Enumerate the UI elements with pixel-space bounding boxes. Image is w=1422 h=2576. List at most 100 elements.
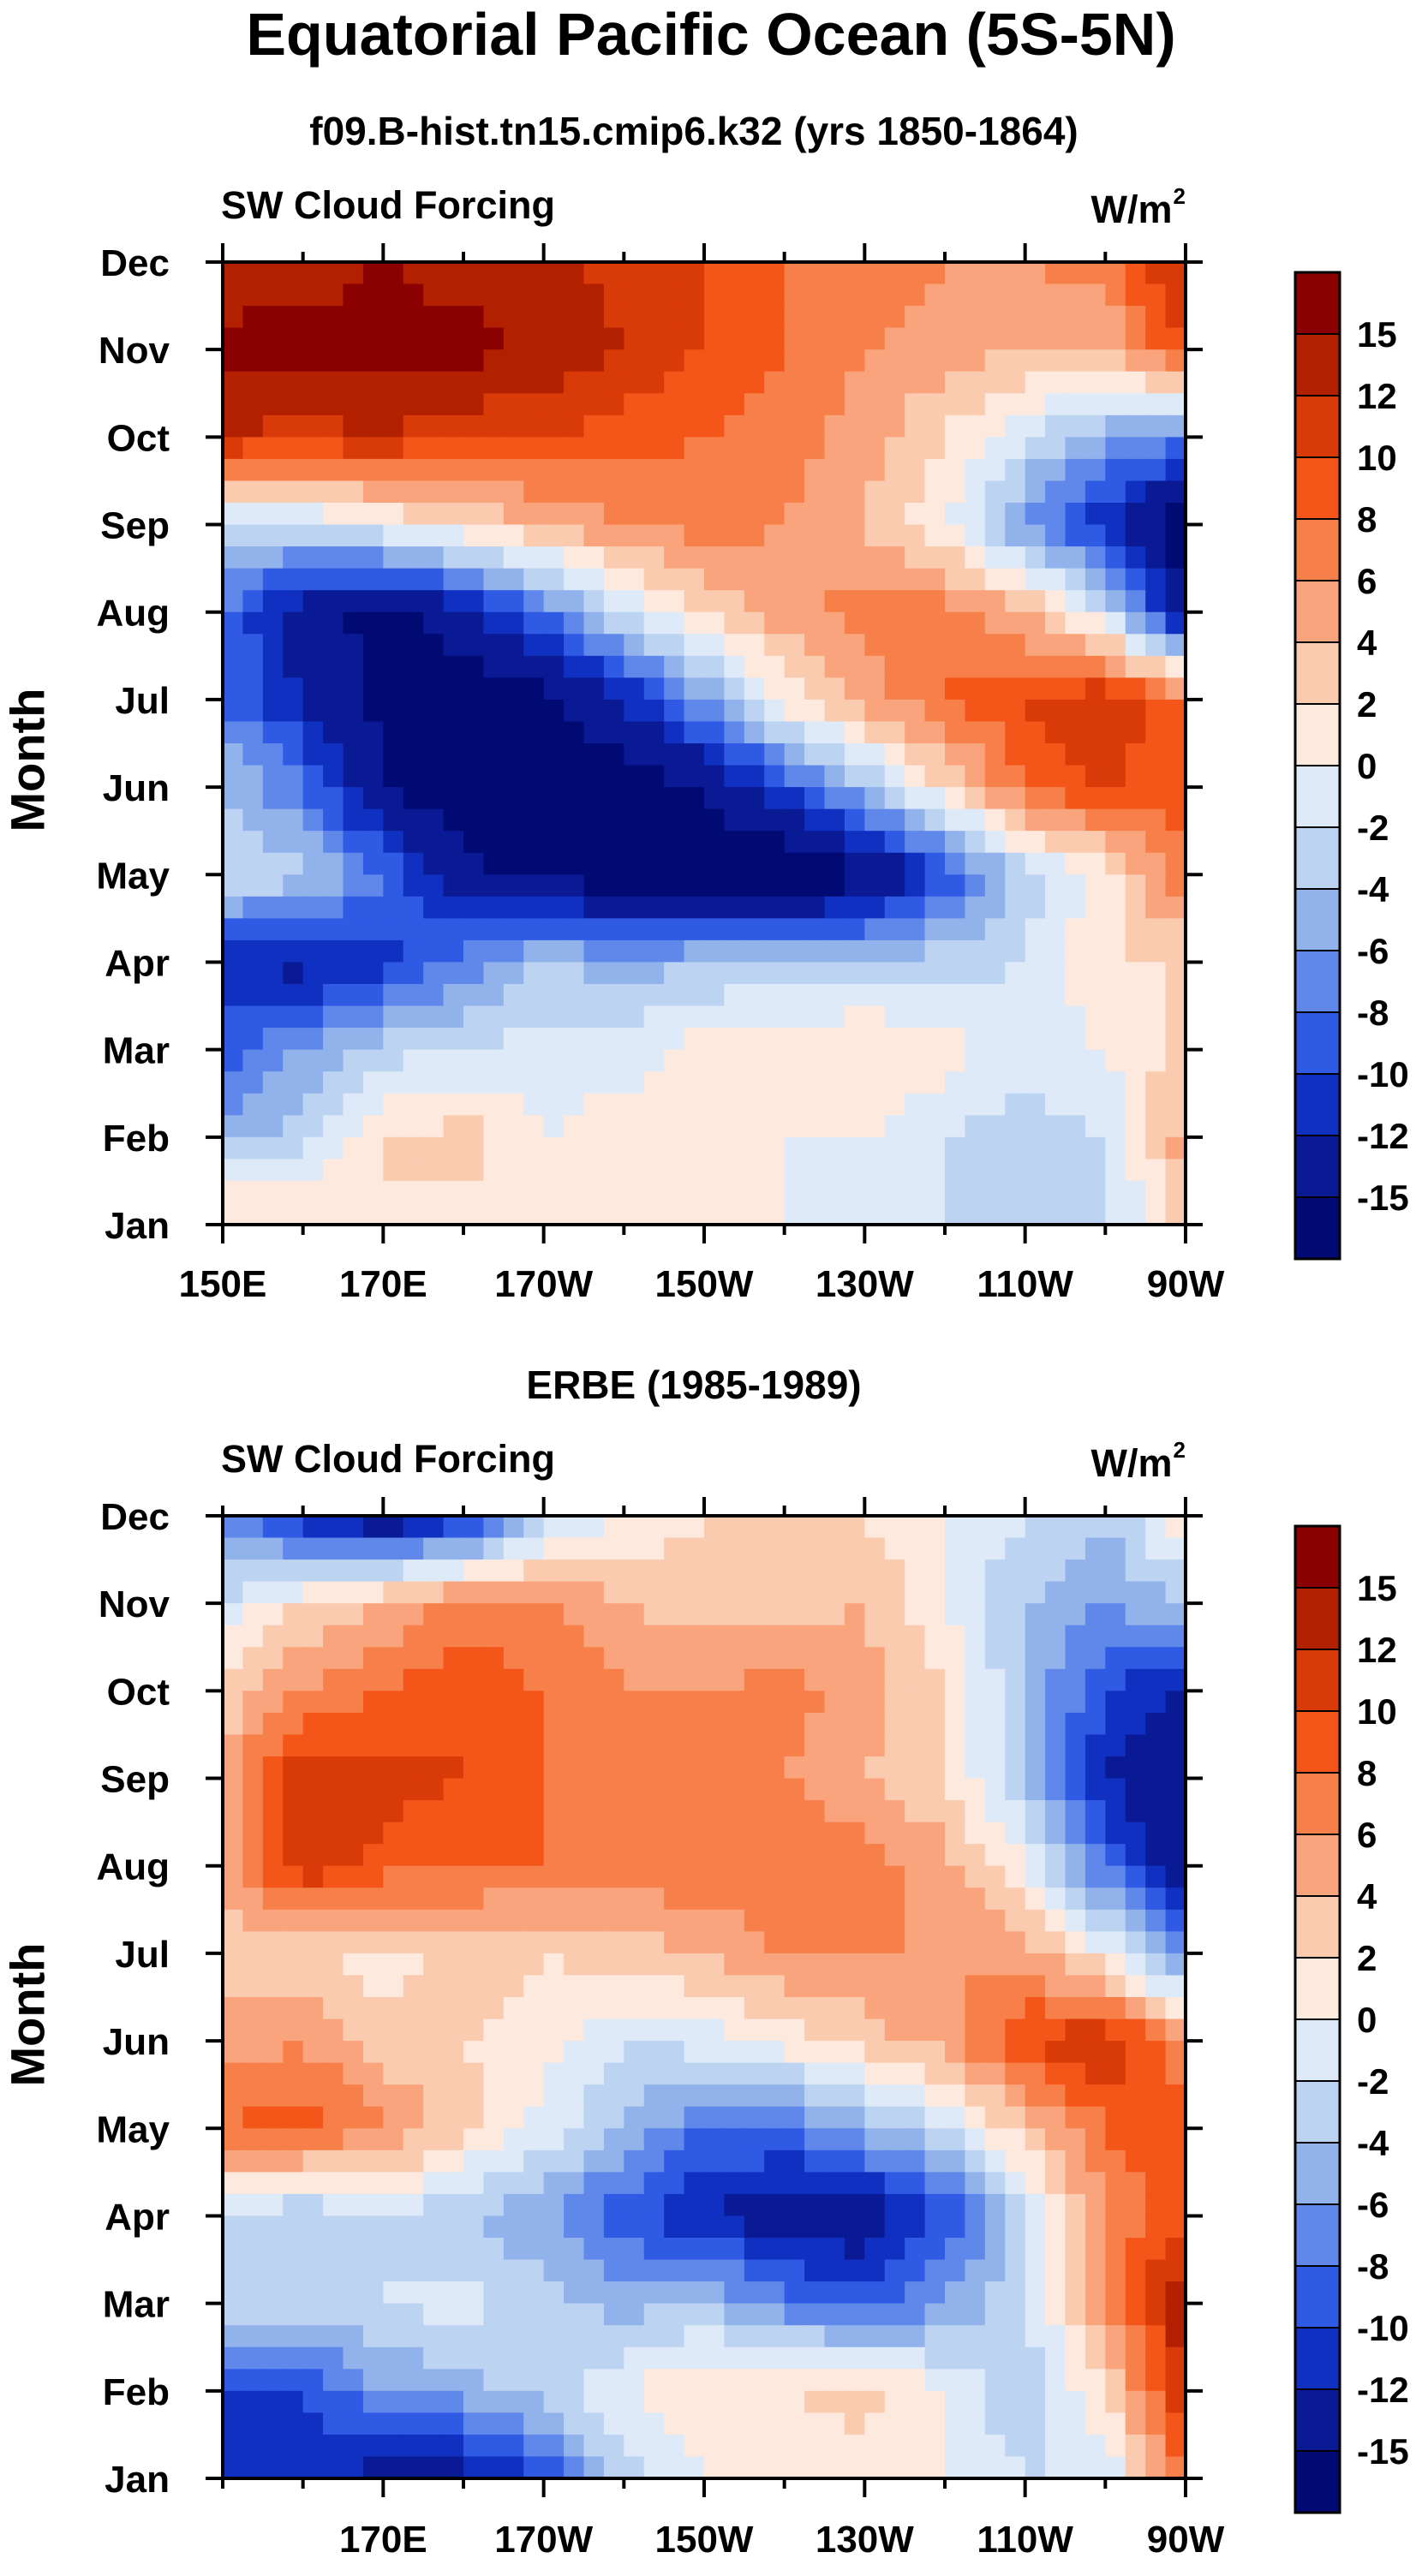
heatmap-cell xyxy=(262,393,284,416)
heatmap-cell xyxy=(362,306,385,329)
heatmap-cell xyxy=(824,2434,845,2458)
heatmap-cell xyxy=(223,306,244,329)
heatmap-cell xyxy=(1065,2084,1086,2108)
heatmap-cell xyxy=(603,1690,625,1714)
heatmap-cell xyxy=(764,2238,786,2261)
heatmap-cell xyxy=(764,349,786,373)
heatmap-cell xyxy=(664,1625,685,1649)
heatmap-cell xyxy=(1025,1865,1046,1889)
heatmap-cell xyxy=(744,306,766,329)
heatmap-cell xyxy=(1165,1931,1186,1954)
heatmap-cell xyxy=(583,2150,605,2174)
heatmap-cell xyxy=(884,1800,905,1823)
heatmap-cell xyxy=(1045,349,1066,373)
heatmap-cell xyxy=(403,2172,424,2195)
heatmap-cell xyxy=(744,393,766,416)
heatmap-cell xyxy=(523,2303,545,2326)
heatmap-cell xyxy=(784,1800,805,1823)
heatmap-cell xyxy=(362,2018,385,2042)
heatmap-cell xyxy=(583,1887,605,1911)
heatmap-cell xyxy=(362,2456,385,2479)
heatmap-cell xyxy=(223,2084,244,2108)
heatmap-cell xyxy=(463,2041,485,2064)
heatmap-cell xyxy=(503,349,525,373)
heatmap-cell xyxy=(302,2346,324,2370)
heatmap-cell xyxy=(764,2084,786,2108)
heatmap-cell xyxy=(603,2215,625,2239)
heatmap-cell xyxy=(864,2041,886,2064)
heatmap-cell xyxy=(1165,2062,1186,2085)
heatmap-cell xyxy=(583,2193,605,2217)
heatmap-cell xyxy=(302,2259,324,2282)
heatmap-cell xyxy=(343,349,364,373)
heatmap-cell xyxy=(1125,1581,1146,1604)
colorbar-swatch xyxy=(1294,2080,1341,2144)
heatmap-cell xyxy=(362,1690,385,1714)
heatmap-cell xyxy=(483,1647,505,1670)
heatmap-cell xyxy=(403,1909,424,1933)
heatmap-cell xyxy=(804,1581,826,1604)
heatmap-cell xyxy=(724,1756,745,1780)
heatmap-cell xyxy=(945,1537,966,1560)
heatmap-cell xyxy=(965,1712,986,1736)
heatmap-cell xyxy=(1165,1537,1186,1560)
heatmap-cell xyxy=(1125,2084,1146,2108)
heatmap-cell xyxy=(664,1712,685,1736)
heatmap-cell xyxy=(302,1756,324,1780)
heatmap-cell xyxy=(583,2369,605,2392)
heatmap-cell xyxy=(864,1844,886,1867)
heatmap-cell xyxy=(643,2018,665,2042)
heatmap-cell xyxy=(804,1800,826,1823)
heatmap-cell xyxy=(523,2193,545,2217)
heatmap-cell xyxy=(302,414,324,438)
heatmap-cell xyxy=(624,1559,645,1583)
heatmap-cell xyxy=(864,2390,886,2414)
heatmap-cell xyxy=(784,2346,805,2370)
heatmap-cell xyxy=(1145,1625,1167,1649)
heatmap-cell xyxy=(643,1712,665,1736)
heatmap-field xyxy=(223,1516,1186,2479)
heatmap-cell xyxy=(764,1537,786,1560)
heatmap-cell xyxy=(724,2412,745,2436)
y-tick-label: Feb xyxy=(103,2371,170,2413)
heatmap-cell xyxy=(664,371,685,395)
heatmap-cell xyxy=(844,2172,866,2195)
heatmap-cell xyxy=(984,2106,1007,2130)
heatmap-cell xyxy=(945,2456,966,2479)
heatmap-cell xyxy=(383,1625,404,1649)
heatmap-cell xyxy=(543,1712,565,1736)
heatmap-cell xyxy=(924,1953,946,1977)
heatmap-cell xyxy=(684,1800,705,1823)
heatmap-cell xyxy=(262,2215,284,2239)
heatmap-cell xyxy=(383,393,404,416)
heatmap-cell xyxy=(844,1953,866,1977)
heatmap-cell xyxy=(984,1800,1007,1823)
heatmap-cell xyxy=(1105,2193,1126,2217)
heatmap-cell xyxy=(1045,1516,1066,1539)
heatmap-cell xyxy=(884,2018,905,2042)
heatmap-cell xyxy=(483,1865,505,1889)
heatmap-cell xyxy=(704,1734,726,1757)
heatmap-cell xyxy=(1045,1865,1066,1889)
heatmap-cell xyxy=(603,2346,625,2370)
heatmap-cell xyxy=(624,1865,645,1889)
heatmap-cell xyxy=(443,1887,464,1911)
heatmap-cell xyxy=(704,393,726,416)
heatmap-cell xyxy=(624,2369,645,2392)
heatmap-cell xyxy=(443,1865,464,1889)
heatmap-cell xyxy=(603,2412,625,2436)
heatmap-cell xyxy=(242,1690,264,1714)
heatmap-cell xyxy=(223,327,244,350)
heatmap-cell xyxy=(564,1800,585,1823)
heatmap-cell xyxy=(323,1516,344,1539)
heatmap-cell xyxy=(764,371,786,395)
heatmap-cell xyxy=(1165,2215,1186,2239)
heatmap-cell xyxy=(984,371,1007,395)
heatmap-cell xyxy=(824,1997,845,2020)
heatmap-cell xyxy=(924,1865,946,1889)
heatmap-cell xyxy=(302,1537,324,1560)
heatmap-cell xyxy=(1045,1690,1066,1714)
heatmap-cell xyxy=(262,2390,284,2414)
heatmap-cell xyxy=(242,1865,264,1889)
heatmap-cell xyxy=(1065,1909,1086,1933)
